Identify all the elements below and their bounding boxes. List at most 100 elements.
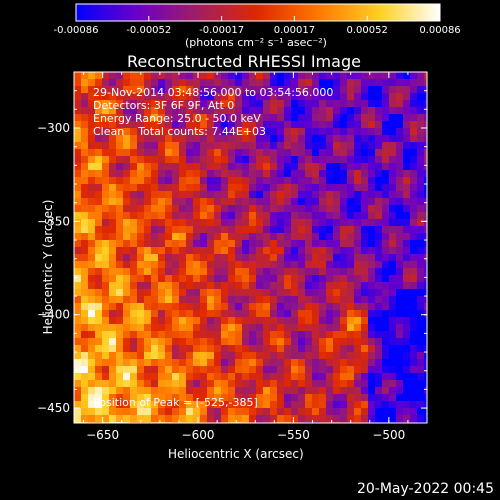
heatmap-cell <box>144 205 152 213</box>
heatmap-cell <box>207 79 215 87</box>
heatmap-cell <box>186 114 194 122</box>
heatmap-cell <box>116 198 124 206</box>
heatmap-cell <box>74 114 82 122</box>
heatmap-cell <box>417 338 425 346</box>
heatmap-cell <box>298 135 306 143</box>
heatmap-cell <box>333 289 341 297</box>
heatmap-cell <box>214 93 222 101</box>
heatmap-cell <box>396 366 404 374</box>
heatmap-cell <box>361 72 369 80</box>
heatmap-cell <box>74 282 82 290</box>
heatmap-cell <box>228 247 236 255</box>
heatmap-cell <box>249 114 257 122</box>
heatmap-cell <box>305 86 313 94</box>
heatmap-cell <box>256 373 264 381</box>
heatmap-cell <box>284 275 292 283</box>
heatmap-cell <box>249 296 257 304</box>
heatmap-cell <box>137 366 145 374</box>
heatmap-cell <box>319 128 327 136</box>
heatmap-cell <box>186 282 194 290</box>
heatmap-cell <box>403 289 411 297</box>
heatmap-cell <box>74 268 82 276</box>
heatmap-cell <box>396 114 404 122</box>
heatmap-cell <box>207 352 215 360</box>
heatmap-cell <box>389 121 397 129</box>
heatmap-cell <box>417 366 425 374</box>
heatmap-cell <box>326 107 334 115</box>
heatmap-cell <box>424 268 427 276</box>
heatmap-cell <box>165 142 173 150</box>
heatmap-cell <box>123 359 131 367</box>
heatmap-cell <box>277 303 285 311</box>
heatmap-cell <box>298 289 306 297</box>
heatmap-cell <box>277 394 285 402</box>
heatmap-cell <box>361 240 369 248</box>
heatmap-cell <box>389 184 397 192</box>
heatmap-cell <box>256 415 264 423</box>
heatmap-cell <box>347 93 355 101</box>
heatmap-cell <box>144 135 152 143</box>
heatmap-cell <box>235 352 243 360</box>
heatmap-cell <box>403 72 411 80</box>
heatmap-cell <box>382 198 390 206</box>
heatmap-cell <box>193 142 201 150</box>
heatmap-cell <box>214 275 222 283</box>
heatmap-cell <box>186 177 194 185</box>
heatmap-cell <box>186 128 194 136</box>
heatmap-cell <box>298 394 306 402</box>
heatmap-cell <box>144 156 152 164</box>
heatmap-cell <box>284 254 292 262</box>
heatmap-cell <box>151 149 159 157</box>
heatmap-cell <box>249 352 257 360</box>
heatmap-cell <box>403 163 411 171</box>
heatmap-cell <box>242 394 250 402</box>
colorbar-tick-label: 0.00052 <box>347 25 388 36</box>
heatmap-cell <box>221 177 229 185</box>
heatmap-cell <box>424 93 427 101</box>
heatmap-cell <box>284 226 292 234</box>
heatmap-cell <box>361 212 369 220</box>
heatmap-cell <box>186 289 194 297</box>
heatmap-cell <box>151 261 159 269</box>
heatmap-cell <box>354 352 362 360</box>
heatmap-cell <box>186 142 194 150</box>
heatmap-cell <box>389 142 397 150</box>
heatmap-cell <box>403 233 411 241</box>
heatmap-cell <box>102 282 110 290</box>
heatmap-cell <box>270 128 278 136</box>
heatmap-cell <box>417 331 425 339</box>
heatmap-cell <box>305 233 313 241</box>
heatmap-cell <box>109 345 117 353</box>
heatmap-cell <box>249 128 257 136</box>
heatmap-cell <box>263 212 271 220</box>
heatmap-cell <box>200 310 208 318</box>
heatmap-cell <box>256 128 264 136</box>
heatmap-cell <box>368 373 376 381</box>
heatmap-cell <box>151 156 159 164</box>
heatmap-cell <box>88 338 96 346</box>
heatmap-cell <box>186 261 194 269</box>
heatmap-cell <box>235 226 243 234</box>
heatmap-cell <box>424 331 427 339</box>
heatmap-cell <box>186 317 194 325</box>
heatmap-cell <box>88 240 96 248</box>
heatmap-cell <box>305 289 313 297</box>
heatmap-cell <box>214 233 222 241</box>
heatmap-cell <box>326 163 334 171</box>
heatmap-cell <box>221 135 229 143</box>
heatmap-cell <box>424 79 427 87</box>
heatmap-cell <box>417 275 425 283</box>
heatmap-cell <box>165 338 173 346</box>
heatmap-cell <box>109 352 117 360</box>
heatmap-cell <box>270 387 278 395</box>
heatmap-cell <box>242 331 250 339</box>
heatmap-cell <box>88 114 96 122</box>
heatmap-cell <box>305 401 313 409</box>
heatmap-cell <box>347 352 355 360</box>
heatmap-cell <box>417 198 425 206</box>
heatmap-cell <box>291 275 299 283</box>
heatmap-cell <box>235 310 243 318</box>
heatmap-cell <box>179 163 187 171</box>
heatmap-cell <box>403 268 411 276</box>
